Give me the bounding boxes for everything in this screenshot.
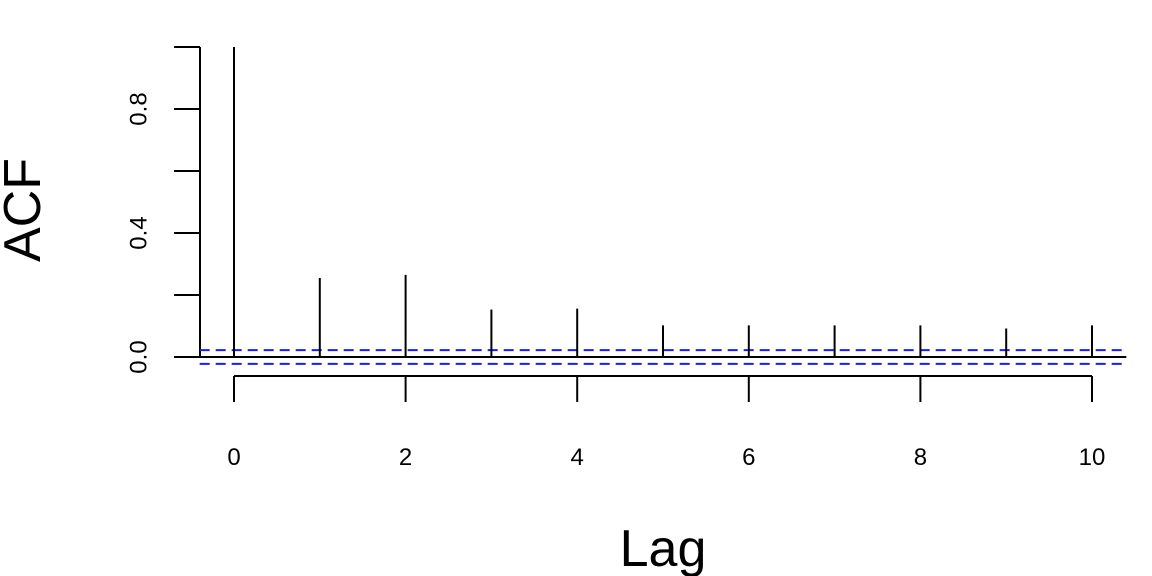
x-tick-label: 6 [742,444,755,471]
x-tick-label: 8 [914,444,927,471]
y-tick-label: 0.8 [125,92,152,125]
x-tick-label: 4 [571,444,584,471]
x-tick-label: 0 [227,444,240,471]
x-tick-label: 10 [1079,444,1106,471]
y-axis-title: ACF [0,158,52,262]
y-tick-label: 0.4 [125,216,152,249]
x-axis-title: Lag [620,520,707,576]
y-tick-label: 0.0 [125,340,152,373]
plot-area: 0.0 0.4 0.8 0 2 4 6 8 10 [125,46,1127,471]
x-tick-label: 2 [399,444,412,471]
